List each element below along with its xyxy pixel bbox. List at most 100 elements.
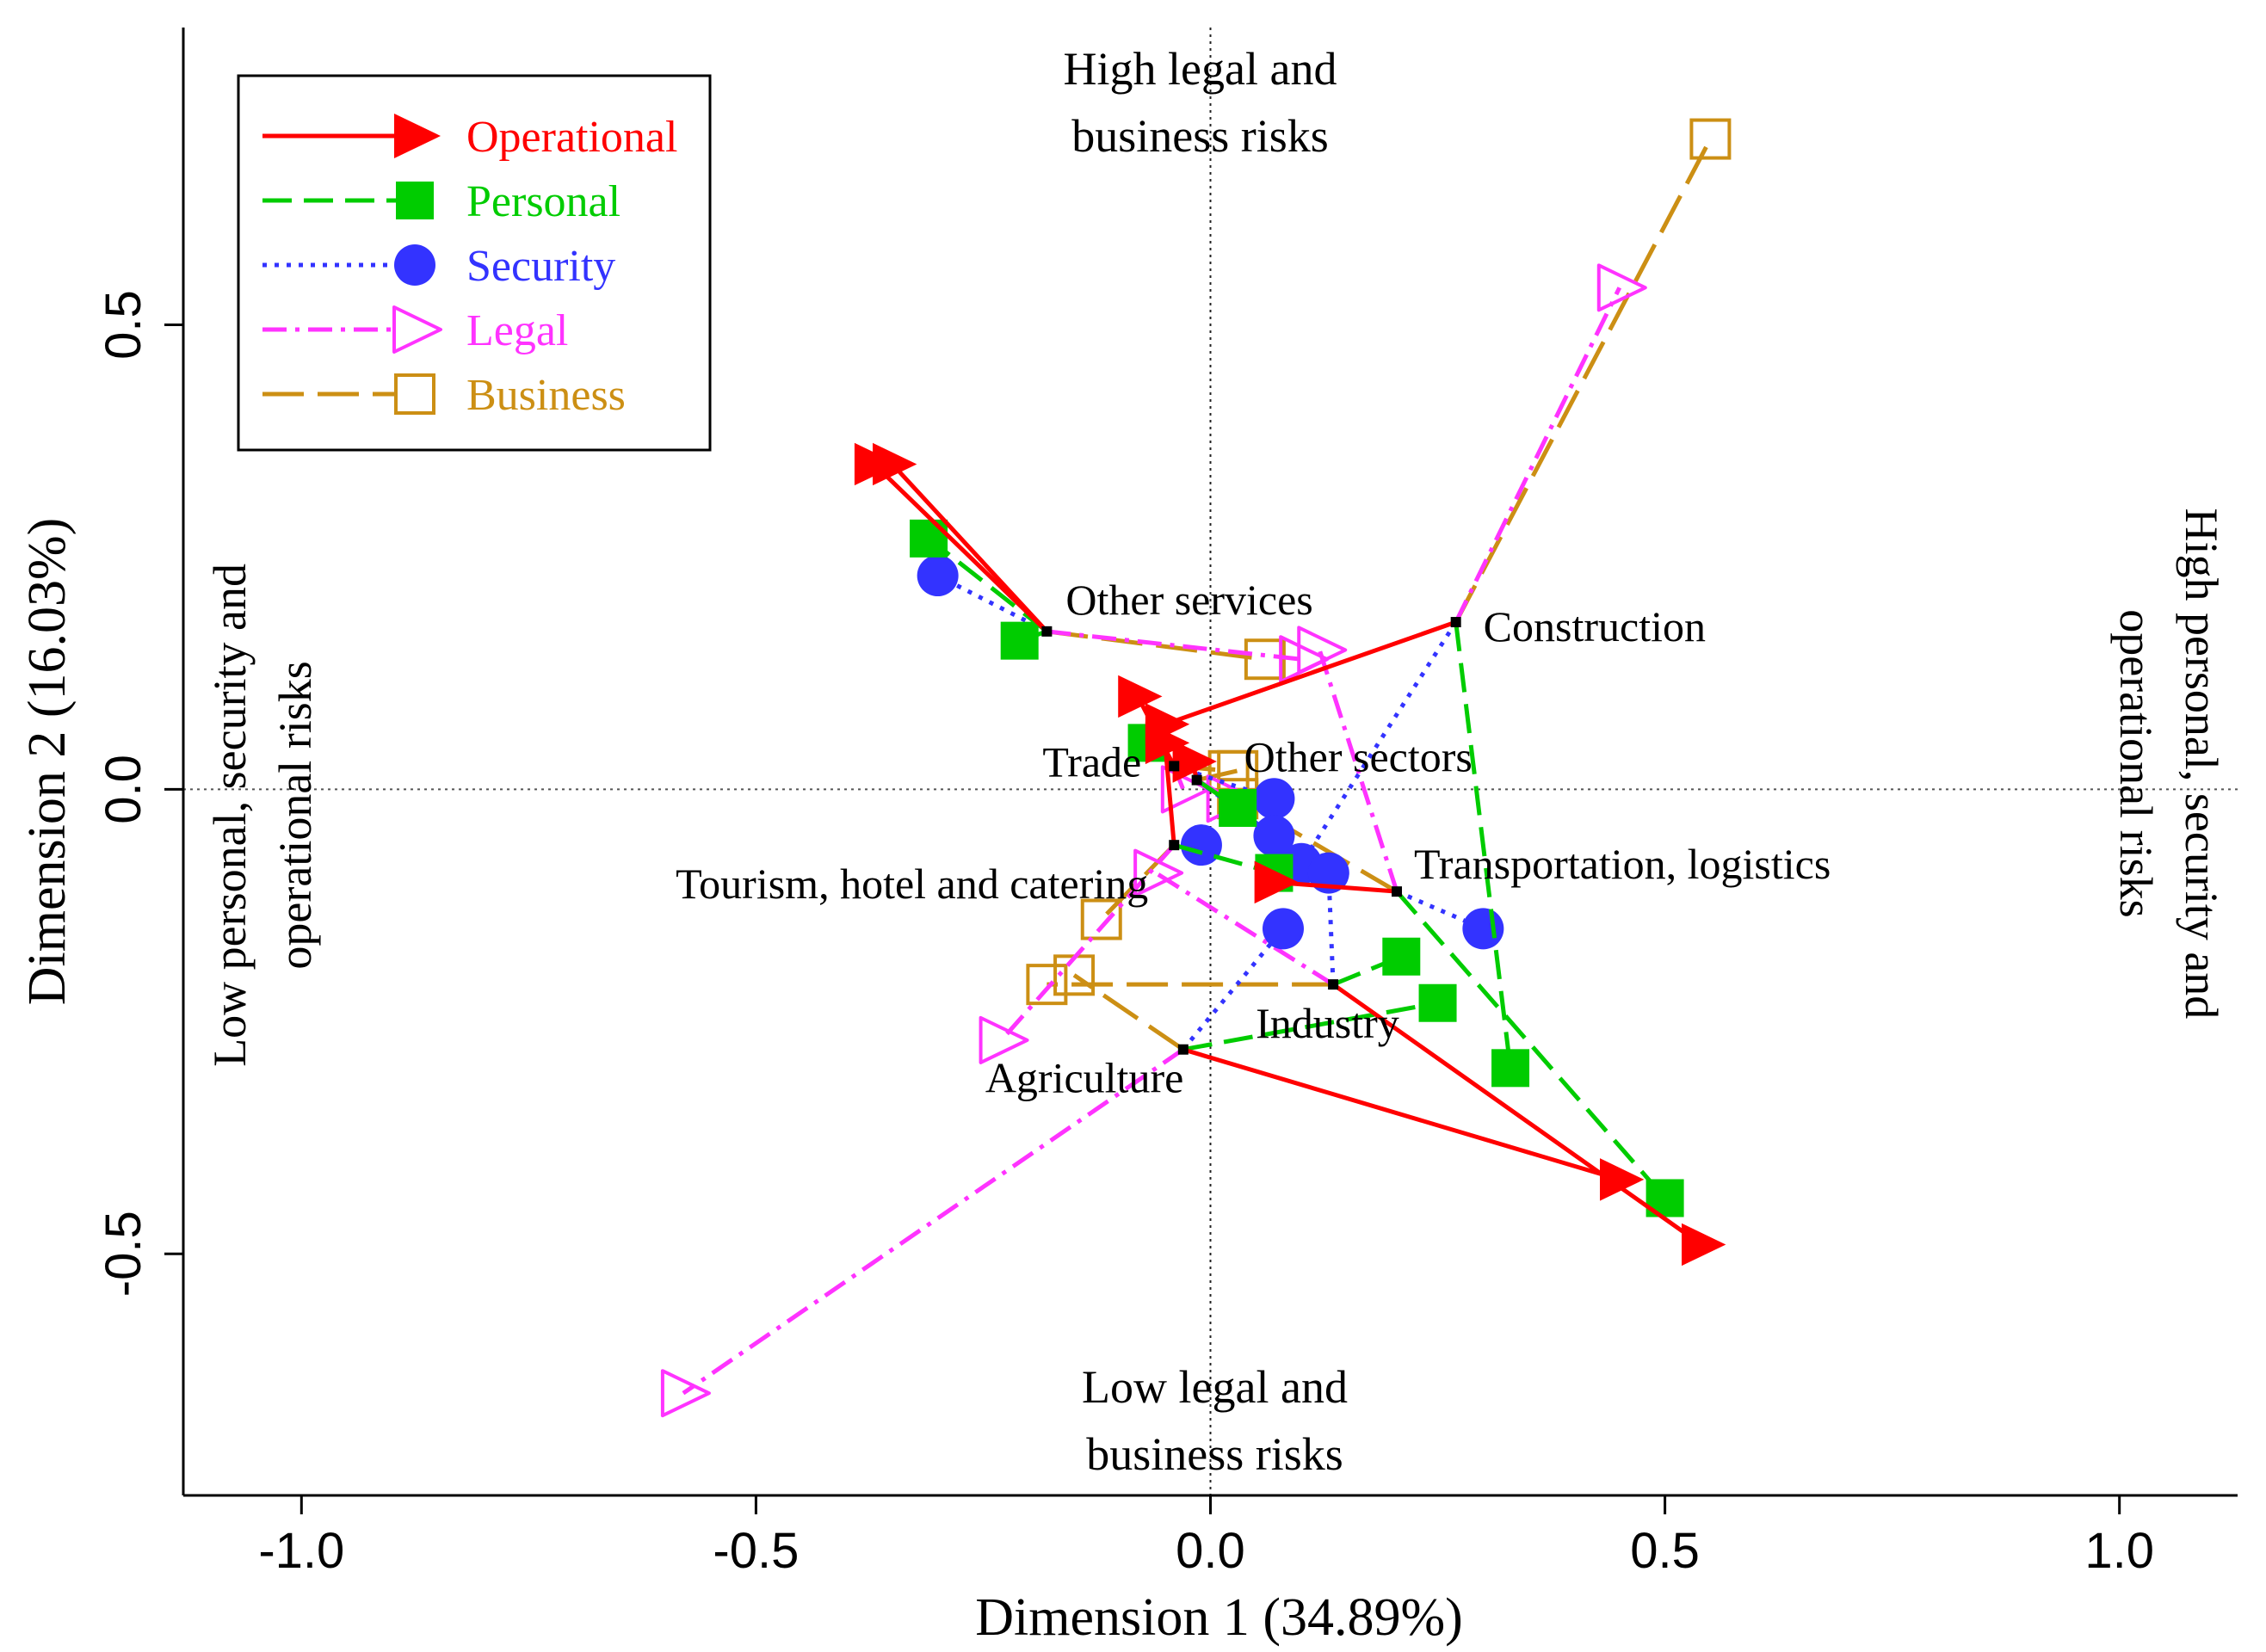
sector-label: Tourism, hotel and catering	[676, 860, 1148, 908]
data-point	[1382, 937, 1421, 976]
bottom-annotation-line: business risks	[1086, 1428, 1343, 1480]
right-annotation-line: High personal, security and	[2176, 508, 2227, 1019]
series-legal	[660, 263, 1647, 1418]
left-annotation-line: operational risks	[269, 661, 321, 969]
series-segment	[1454, 621, 1513, 1069]
series-segment	[927, 536, 1048, 633]
series-segment	[1395, 890, 1667, 1200]
sector-point	[1328, 979, 1339, 990]
x-tick-label: 0.0	[1176, 1523, 1245, 1579]
legend-label: Operational	[466, 113, 677, 162]
top-annotation-line: business risks	[1071, 110, 1329, 162]
y-tick-label: -0.5	[96, 1211, 151, 1297]
legend-label: Security	[466, 242, 615, 291]
data-point	[1253, 815, 1295, 857]
data-point	[917, 555, 959, 597]
sector-label: Trade	[1042, 737, 1141, 786]
legend-marker-bg	[398, 309, 441, 350]
legend-marker	[394, 114, 441, 158]
series-segment	[1163, 743, 1176, 846]
sector-label: Industry	[1256, 999, 1399, 1047]
legend-marker	[396, 182, 434, 219]
x-tick-label: 0.5	[1630, 1523, 1700, 1579]
sector-point	[1392, 886, 1403, 897]
data-point	[1254, 860, 1299, 904]
data-point	[873, 442, 917, 486]
series-segment	[872, 462, 1049, 633]
sector-point	[1041, 626, 1053, 637]
series-segment	[1182, 1047, 1621, 1182]
data-point	[1297, 626, 1348, 675]
series-segment	[1454, 138, 1713, 624]
series-segment	[1072, 973, 1185, 1051]
series-segment	[999, 843, 1176, 1042]
data-point	[910, 519, 948, 558]
data-point	[1180, 824, 1222, 866]
series-segment	[1047, 629, 1302, 662]
legend-label: Personal	[466, 177, 621, 226]
series-operational	[854, 442, 1726, 1267]
x-axis-title: Dimension 1 (34.89%)	[975, 1588, 1463, 1647]
plot-area	[183, 28, 2238, 1495]
series-segment	[936, 573, 1048, 634]
sector-point	[1191, 774, 1202, 786]
sector-label: Other sectors	[1244, 733, 1473, 781]
data-point	[979, 1015, 1029, 1064]
series-segment	[1317, 649, 1399, 892]
data-point	[1418, 983, 1457, 1022]
sector-point	[1169, 840, 1180, 851]
legend-marker	[392, 305, 442, 354]
y-tick-label: 0.0	[96, 755, 151, 824]
series-segment	[890, 462, 1049, 633]
data-point	[1682, 1223, 1726, 1267]
series-segment	[1331, 983, 1703, 1247]
sector-label: Transportation, logistics	[1414, 840, 1831, 888]
data-point	[1145, 721, 1190, 765]
data-point	[1599, 1158, 1645, 1201]
sector-point	[1169, 761, 1180, 772]
legend-marker	[394, 244, 435, 286]
data-point	[1689, 118, 1732, 160]
data-point	[1160, 765, 1211, 814]
series-segment	[1236, 797, 1398, 894]
left-annotation-line: Low personal, security and	[204, 564, 256, 1067]
data-point	[1262, 908, 1304, 950]
x-tick-label: -0.5	[713, 1523, 799, 1579]
series-segment	[1195, 778, 1239, 811]
right-annotation-line: operational risks	[2110, 609, 2162, 917]
series-segment	[1181, 927, 1285, 1051]
sector-label: Construction	[1484, 602, 1706, 650]
sector-point	[1450, 617, 1461, 628]
data-point	[1307, 852, 1349, 894]
series-segment	[682, 1047, 1185, 1396]
bottom-annotation-line: Low legal and	[1082, 1361, 1348, 1413]
data-point	[1080, 898, 1122, 940]
series-segment	[1164, 620, 1457, 727]
legend: Operational Personal Security Legal Business	[237, 74, 712, 452]
data-point	[1596, 263, 1647, 312]
data-point	[1026, 964, 1068, 1006]
series-segment	[1154, 871, 1335, 987]
data-point	[1253, 778, 1295, 820]
series-segment	[1396, 889, 1485, 931]
axes: -1.0 -0.5 0.0 0.5 1.0 -0.5 0.0 0.5 Dimension 1 (…	[18, 28, 2238, 1647]
data-point	[1133, 848, 1184, 897]
sector-point	[1177, 1044, 1189, 1055]
sector-label: Other services	[1065, 576, 1312, 624]
x-tick-label: -1.0	[258, 1523, 344, 1579]
legend-label: Legal	[466, 306, 568, 355]
data-point	[1118, 675, 1163, 718]
y-axis-title: Dimension 2 (16.03%)	[18, 518, 77, 1006]
data-point	[1491, 1049, 1530, 1088]
y-tick-label: 0.5	[96, 290, 151, 360]
data-point	[1172, 740, 1217, 783]
data-point	[1462, 908, 1504, 950]
data-point	[1219, 788, 1257, 827]
series-segment	[1454, 287, 1622, 624]
sector-label: Agriculture	[985, 1054, 1183, 1102]
data-point	[660, 1369, 711, 1418]
legend-marker	[394, 373, 435, 415]
series-segment	[1182, 1001, 1438, 1052]
annotations: High legal and business risks Low legal an…	[204, 43, 2227, 1480]
